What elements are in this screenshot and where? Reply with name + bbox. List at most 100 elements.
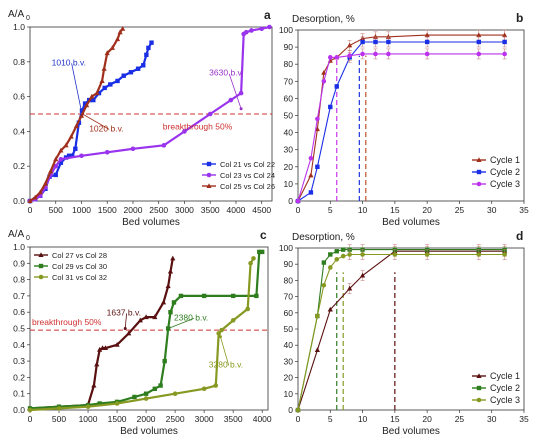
data-point [132, 394, 137, 400]
data-point [201, 386, 207, 392]
data-point [84, 102, 90, 108]
data-point [424, 39, 430, 45]
legend-marker [206, 172, 212, 178]
y-tick-label: 0.3 [13, 356, 25, 366]
data-point [360, 51, 365, 57]
data-point [96, 90, 102, 96]
y-tick-label: 0 [288, 405, 293, 415]
legend-marker [38, 263, 44, 269]
x-tick-label: 2500 [149, 205, 168, 215]
data-point [85, 404, 91, 410]
series-line [297, 250, 505, 411]
data-point [144, 52, 149, 58]
data-point [97, 401, 102, 406]
legend-marker [206, 183, 212, 188]
x-tick-label: 1000 [72, 205, 91, 215]
data-point [143, 391, 149, 396]
data-point [97, 346, 103, 352]
data-point [58, 147, 64, 153]
data-point [308, 172, 314, 178]
data-point [135, 66, 141, 71]
x-tick-label: 0 [28, 205, 33, 215]
annotation-arrow [124, 313, 128, 329]
data-point [178, 293, 184, 299]
legend-label: Col 23 vs Col 24 [220, 171, 275, 180]
data-point [327, 306, 333, 312]
data-point [327, 265, 333, 270]
series-line [297, 41, 505, 202]
data-point [172, 391, 178, 397]
x-tick-label: 10 [358, 205, 368, 215]
data-point [117, 29, 123, 35]
y-axis-label-subscript: 0 [26, 15, 30, 22]
annotation-arrowhead [218, 335, 222, 339]
legend-label: Col 31 vs Col 32 [52, 273, 107, 282]
y-tick-label: 60 [284, 308, 294, 318]
data-point [70, 153, 75, 158]
x-tick-label: 25 [455, 414, 465, 424]
x-tick-label: 0 [296, 205, 301, 215]
data-point [162, 358, 167, 364]
annotation-arrowhead [81, 112, 85, 116]
data-point [152, 386, 158, 392]
legend-label: Col 29 vs Col 30 [52, 262, 107, 271]
legend-label: Cycle 2 [490, 383, 520, 393]
y-tick-label: 0.7 [13, 291, 25, 301]
data-point [321, 260, 327, 265]
y-tick-label: 20 [284, 373, 294, 383]
x-tick-label: 1500 [98, 205, 117, 215]
y-tick-label: 100 [279, 25, 293, 35]
data-point [149, 40, 154, 45]
data-point [243, 29, 249, 35]
data-point [143, 396, 149, 401]
y-tick-label: 30 [284, 145, 294, 155]
data-point [230, 293, 236, 299]
chart-panel-a: 0 500 1000 1500 2000 2500 3000 3500 4000 45000.00… [8, 8, 275, 228]
x-tick-label: 1500 [108, 414, 127, 424]
data-point [245, 306, 250, 312]
data-point [99, 78, 105, 83]
y-tick-label: 30 [284, 356, 294, 366]
chart-panel-b: 0 5 10 15 20 25 30 35 0 10 20 30 40 50 60 70 80 90 100 Bed … [279, 11, 529, 228]
data-point [143, 314, 149, 320]
data-point [328, 252, 333, 257]
series-line [297, 253, 505, 411]
x-tick-label: 1000 [79, 414, 98, 424]
x-tick-label: 4000 [226, 205, 245, 215]
legend-marker [38, 274, 44, 280]
annotation-arrow [168, 317, 195, 329]
data-point [53, 172, 58, 178]
x-tick-label: 3000 [195, 414, 214, 424]
y-tick-label: 70 [284, 76, 294, 86]
x-axis-label: Bed volumes [122, 217, 180, 228]
data-point [373, 39, 378, 45]
x-axis-label: Bed volumes [382, 426, 440, 437]
data-point [63, 142, 69, 148]
data-point [257, 249, 262, 255]
legend-label: Cycle 1 [490, 371, 520, 381]
annotation-arrow [220, 336, 230, 366]
y-tick-label: 0.8 [13, 57, 25, 67]
data-point [53, 163, 59, 169]
data-point [73, 146, 78, 151]
y-tick-label: 90 [284, 42, 294, 52]
data-point [315, 164, 320, 169]
data-point [359, 272, 366, 278]
x-tick-label: 500 [52, 414, 66, 424]
legend-label: Cycle 3 [490, 395, 520, 405]
legend-label: Cycle 1 [490, 155, 520, 165]
legend-label: Col 25 vs Col 26 [220, 182, 275, 191]
data-point [334, 257, 340, 262]
data-point [308, 190, 314, 195]
x-tick-label: 35 [519, 414, 529, 424]
plot-frame [29, 246, 269, 411]
data-point [315, 313, 320, 319]
data-point [37, 189, 43, 195]
data-point [347, 53, 352, 58]
x-axis-label: Bed volumes [120, 426, 178, 437]
data-point [213, 383, 219, 388]
y-tick-label: 0.9 [13, 258, 25, 268]
x-tick-label: 3000 [175, 205, 194, 215]
y-tick-label: 1.0 [13, 22, 25, 32]
